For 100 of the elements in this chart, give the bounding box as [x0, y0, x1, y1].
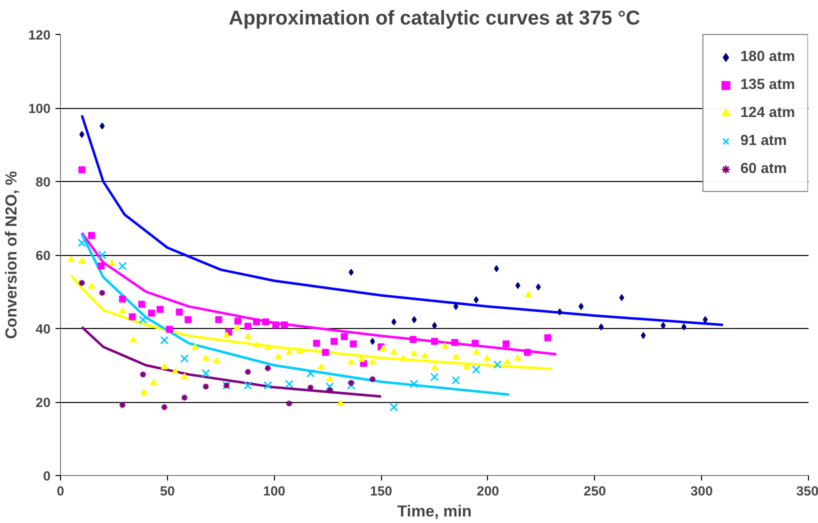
point	[262, 318, 270, 326]
point	[318, 363, 325, 370]
point	[78, 166, 86, 174]
point	[264, 344, 272, 350]
point	[100, 122, 105, 130]
point	[244, 381, 252, 390]
x-tick-label: 300	[690, 484, 713, 498]
point	[430, 372, 439, 382]
point	[156, 306, 164, 313]
point	[254, 341, 261, 348]
point	[280, 321, 288, 328]
point	[326, 386, 334, 394]
point	[202, 354, 210, 361]
point	[348, 268, 354, 276]
point	[390, 348, 398, 355]
legend-label: 135 atm	[740, 77, 795, 93]
point	[431, 364, 438, 370]
y-tick-label: 80	[36, 174, 51, 190]
point	[452, 353, 460, 360]
point	[244, 368, 252, 376]
legend-label: 124 atm	[740, 105, 795, 121]
x-tick-label: 150	[370, 484, 392, 498]
point	[578, 302, 584, 310]
x-axis-title: Time, min	[397, 504, 472, 520]
point	[598, 324, 604, 331]
point	[370, 338, 376, 345]
point	[453, 302, 458, 310]
point	[390, 402, 398, 412]
point	[78, 279, 86, 287]
line-series	[80, 114, 724, 326]
point	[234, 324, 241, 330]
point	[493, 360, 502, 369]
point	[244, 332, 252, 339]
point	[515, 282, 520, 290]
point	[474, 296, 479, 304]
point	[160, 403, 168, 411]
point	[330, 338, 338, 345]
point	[264, 381, 272, 390]
point	[252, 318, 260, 326]
point	[274, 353, 282, 360]
point	[284, 380, 294, 388]
x-tick-label: 350	[796, 484, 818, 498]
point	[150, 378, 158, 386]
point	[180, 354, 189, 363]
point	[619, 294, 624, 302]
point	[306, 369, 315, 378]
point	[346, 381, 356, 390]
y-axis-title: Conversion of N2O, %	[3, 170, 20, 340]
point	[350, 340, 357, 348]
point	[118, 307, 126, 314]
point	[410, 380, 418, 388]
point	[78, 238, 86, 248]
point	[130, 336, 137, 342]
point	[244, 322, 252, 330]
point	[681, 324, 686, 331]
point	[557, 308, 562, 316]
point	[336, 400, 344, 406]
point	[326, 375, 334, 382]
point	[88, 232, 95, 240]
x-tick-label: 50	[160, 484, 175, 498]
point	[215, 316, 222, 324]
point	[223, 332, 230, 338]
x-tick-label: 250	[584, 484, 606, 498]
point	[472, 340, 479, 347]
point	[536, 283, 541, 290]
point	[172, 368, 179, 374]
x-tick-label: 0	[56, 484, 64, 498]
point	[202, 382, 210, 390]
point	[98, 250, 106, 260]
point	[68, 256, 75, 262]
point	[160, 363, 168, 370]
point	[118, 262, 127, 270]
y-tick-label: 20	[36, 395, 51, 410]
point	[452, 376, 460, 385]
point	[410, 336, 417, 344]
point	[176, 308, 183, 316]
point	[79, 130, 84, 138]
point	[166, 326, 173, 333]
x-tick-label: 100	[263, 484, 286, 498]
point	[524, 348, 531, 356]
point	[325, 382, 334, 391]
point	[140, 388, 148, 396]
y-tick-label: 100	[28, 101, 51, 116]
point	[431, 338, 438, 345]
point	[128, 313, 136, 320]
point	[234, 318, 242, 325]
point	[272, 321, 280, 328]
point	[472, 348, 480, 355]
point	[544, 334, 552, 342]
point	[483, 354, 490, 361]
point	[347, 379, 355, 387]
point	[504, 358, 511, 365]
point	[525, 291, 532, 298]
point	[88, 282, 95, 289]
point	[451, 338, 458, 346]
point	[400, 354, 407, 361]
point	[296, 347, 304, 354]
point	[202, 369, 210, 378]
point	[640, 332, 646, 339]
point	[472, 365, 480, 374]
